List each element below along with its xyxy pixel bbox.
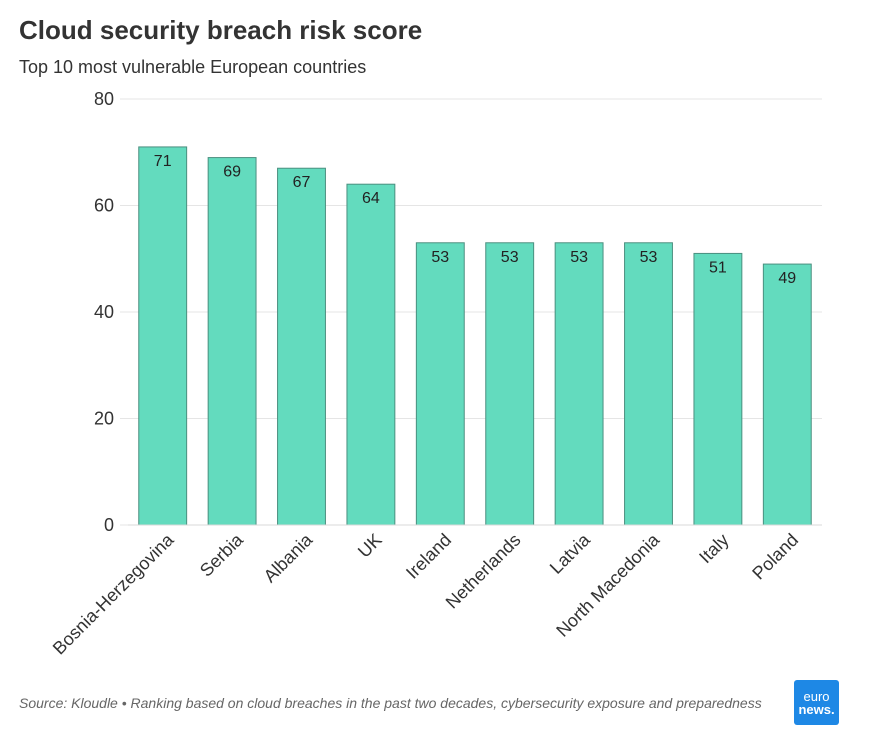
x-tick-label: Netherlands — [442, 530, 525, 613]
y-tick-label: 60 — [94, 196, 114, 216]
data-label: 53 — [431, 249, 449, 266]
x-tick-label: Latvia — [546, 529, 595, 578]
bar-chart: 0 20 40 60 80 71 Bosnia-Herzegovina 69 Serbia 67 A… — [49, 89, 822, 658]
data-label: 49 — [778, 270, 796, 287]
chart-title: Cloud security breach risk score — [19, 15, 423, 45]
y-tick-label: 20 — [94, 409, 114, 429]
data-label: 71 — [154, 153, 172, 170]
bar — [762, 263, 812, 526]
x-tick-label: Poland — [748, 530, 802, 584]
y-tick-label: 80 — [94, 89, 114, 109]
bar — [138, 146, 188, 526]
source-note: Source: Kloudle • Ranking based on cloud… — [19, 695, 762, 711]
bar — [207, 157, 257, 526]
logo-line-2: news. — [798, 701, 835, 717]
data-label: 53 — [570, 249, 588, 266]
x-tick-label: Ireland — [402, 530, 455, 583]
chart-subtitle: Top 10 most vulnerable European countrie… — [19, 57, 367, 77]
x-tick-label: UK — [354, 530, 386, 562]
x-tick-label: Albania — [260, 529, 317, 586]
bar — [624, 242, 673, 526]
bar — [554, 242, 604, 526]
data-label: 53 — [640, 249, 658, 266]
y-tick-label: 40 — [94, 302, 114, 322]
x-tick-label: Italy — [695, 530, 732, 567]
data-label: 69 — [223, 164, 241, 181]
data-label: 51 — [709, 259, 727, 276]
bar — [415, 242, 465, 526]
bar — [485, 242, 535, 526]
x-tick-label: Serbia — [196, 529, 248, 581]
logo-line-1: euro — [803, 688, 830, 704]
y-tick-label: 0 — [104, 515, 114, 535]
bar — [693, 252, 743, 526]
data-label: 67 — [293, 174, 311, 191]
data-label: 53 — [501, 249, 519, 266]
data-label: 64 — [362, 190, 380, 207]
euronews-logo[interactable]: euro news. — [794, 680, 839, 725]
x-tick-label: Bosnia-Herzegovina — [49, 529, 178, 658]
bar — [277, 167, 326, 526]
bar — [346, 183, 396, 526]
